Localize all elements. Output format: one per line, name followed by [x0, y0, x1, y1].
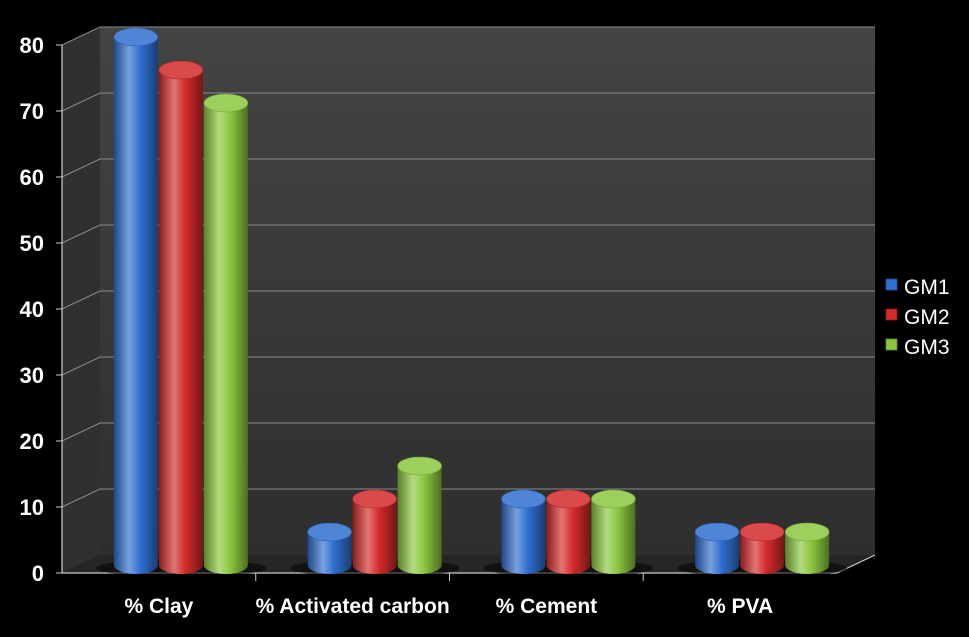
- x-tick-label: % Activated carbon: [256, 595, 450, 618]
- x-tick-label: % PVA: [707, 595, 773, 618]
- legend-swatch: [885, 338, 898, 351]
- bar: [397, 456, 442, 574]
- y-tick-label: 60: [20, 165, 44, 190]
- y-tick-label: 30: [20, 363, 44, 388]
- bar-body: [397, 466, 442, 574]
- bar-top: [113, 27, 159, 47]
- bar-top: [352, 489, 397, 509]
- bar: [203, 93, 249, 574]
- gridline: [61, 224, 875, 244]
- y-tick-label: 80: [20, 33, 44, 58]
- y-tick-label: 0: [32, 561, 44, 586]
- gridline: [61, 488, 875, 508]
- bar-body: [740, 532, 785, 574]
- bar-body: [203, 103, 248, 574]
- bar: [591, 489, 636, 574]
- legend-label: GM3: [904, 336, 950, 359]
- bar-top: [591, 489, 636, 509]
- gridline: [61, 26, 875, 46]
- gridline: [61, 422, 875, 442]
- bar: [307, 522, 352, 574]
- bar-body: [113, 37, 158, 574]
- bar: [352, 489, 397, 574]
- legend-label: GM2: [904, 306, 950, 329]
- bar: [784, 522, 830, 574]
- bar: [113, 27, 159, 574]
- bar-body: [695, 532, 740, 574]
- bar-top: [501, 489, 546, 509]
- bar-top: [694, 522, 740, 542]
- bar: [694, 522, 740, 574]
- y-tick-label: 20: [20, 429, 44, 454]
- bar-body: [352, 499, 397, 574]
- bar-body: [501, 499, 546, 574]
- bar-body: [307, 532, 352, 574]
- gridline: [61, 158, 875, 178]
- bar-top: [739, 522, 785, 542]
- bar-top: [158, 60, 204, 80]
- bar-body: [785, 532, 830, 574]
- bar-top: [203, 93, 249, 113]
- bar-top: [784, 522, 830, 542]
- y-tick-label: 50: [20, 231, 44, 256]
- x-tick-label: % Clay: [124, 595, 193, 618]
- gridline: [61, 356, 875, 376]
- bar-top: [546, 489, 591, 509]
- bar-body: [591, 499, 636, 574]
- bar: [501, 489, 546, 574]
- legend-label: GM1: [904, 276, 950, 299]
- bar: [739, 522, 785, 574]
- bar-top: [307, 522, 352, 542]
- gridline: [61, 290, 875, 310]
- y-tick-label: 10: [20, 495, 44, 520]
- y-tick-label: 40: [20, 297, 44, 322]
- x-tick-label: % Cement: [496, 595, 598, 618]
- bar-top: [397, 456, 442, 476]
- bar-body: [546, 499, 591, 574]
- bar-body: [158, 70, 203, 574]
- legend-swatch: [885, 278, 898, 291]
- legend-swatch: [885, 308, 898, 321]
- y-tick-label: 70: [20, 99, 44, 124]
- bar: [546, 489, 591, 574]
- bar: [158, 60, 204, 574]
- gridline: [61, 92, 875, 112]
